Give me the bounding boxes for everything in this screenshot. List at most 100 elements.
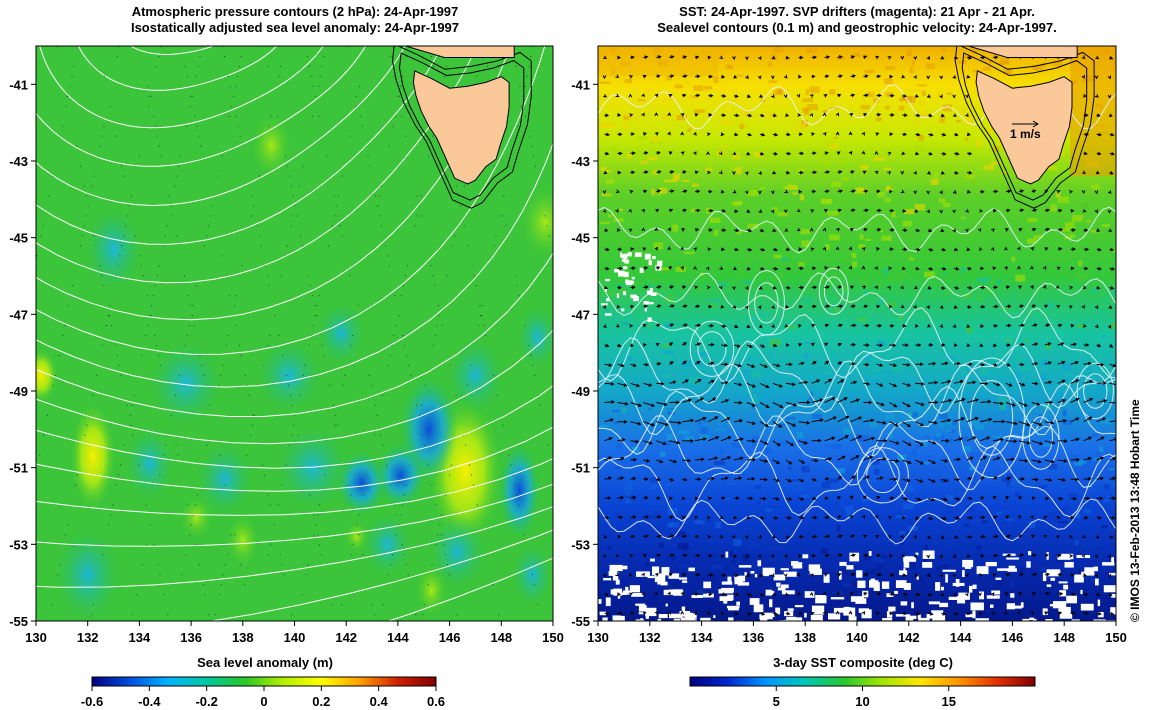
velocity-arrow (656, 459, 664, 464)
sst-pixel (734, 200, 743, 205)
cloud-gap (602, 617, 608, 621)
velocity-arrow (630, 421, 642, 426)
velocity-arrow (1056, 190, 1061, 194)
track-dot (71, 75, 73, 77)
sst-pixel (861, 435, 870, 442)
velocity-arrow (695, 457, 705, 462)
velocity-arrow (1005, 439, 1018, 444)
velocity-arrow (954, 477, 961, 482)
velocity-arrow (798, 361, 805, 366)
sst-pixel (651, 484, 657, 490)
track-dot (318, 295, 320, 297)
velocity-arrow (771, 55, 776, 60)
track-dot (172, 215, 174, 217)
sst-pixel (601, 197, 606, 200)
sst-pixel (672, 224, 679, 232)
velocity-arrow (811, 438, 822, 443)
track-dot (530, 354, 532, 356)
velocity-arrow (887, 56, 892, 60)
track-dot (224, 564, 226, 566)
sst-pixel (875, 117, 882, 122)
velocity-arrow (835, 131, 840, 136)
velocity-arrow (1031, 572, 1038, 577)
velocity-arrow (941, 438, 950, 443)
sst-pixel (1002, 532, 1008, 536)
velocity-arrow (759, 440, 769, 445)
velocity-arrow (668, 266, 673, 270)
cloud-gap (639, 267, 642, 273)
velocity-arrow (875, 55, 880, 60)
velocity-arrow (1083, 496, 1091, 501)
velocity-arrow (939, 190, 943, 195)
sst-pixel (786, 540, 794, 544)
track-dot (302, 165, 304, 167)
track-dot (301, 594, 303, 596)
velocity-arrow (720, 304, 725, 309)
sst-pixel (1033, 235, 1044, 239)
velocity-arrow (681, 496, 686, 501)
velocity-arrow (837, 379, 845, 384)
velocity-arrow (837, 572, 842, 577)
velocity-arrow (824, 397, 836, 403)
velocity-arrow (668, 94, 673, 98)
velocity-arrow (940, 171, 945, 175)
sst-pixel (1042, 443, 1050, 447)
track-dot (152, 295, 154, 297)
pressure-contour (39, 46, 324, 129)
velocity-arrow (837, 476, 843, 480)
sst-pixel (1047, 464, 1058, 471)
velocity-arrow (733, 611, 739, 616)
velocity-arrow (1096, 436, 1105, 442)
sst-pixel (870, 617, 877, 621)
velocity-arrow (1083, 436, 1093, 442)
track-dot (218, 594, 220, 596)
sst-pixel (892, 604, 901, 610)
track-dot (213, 624, 214, 625)
velocity-arrow (759, 344, 766, 348)
sst-pixel (954, 224, 960, 228)
track-dot (93, 175, 95, 177)
velocity-arrow (643, 477, 649, 482)
velocity-arrow (979, 304, 986, 309)
track-dot (199, 354, 201, 356)
velocity-arrow (1109, 611, 1115, 616)
track-dot (138, 464, 140, 466)
velocity-arrow (694, 378, 702, 384)
velocity-arrow (1057, 611, 1063, 615)
sealevel-eddy (857, 447, 909, 504)
cloud-gap (682, 580, 688, 583)
velocity-arrow (1096, 362, 1105, 367)
sst-pixel (865, 356, 872, 361)
velocity-arrow (927, 286, 932, 290)
sst-pixel (769, 339, 781, 347)
track-dot (544, 215, 546, 217)
cloud-gap (786, 616, 797, 621)
cloud-gap (604, 288, 607, 292)
sst-pixel (714, 230, 718, 236)
velocity-arrow (604, 266, 610, 271)
velocity-arrow (966, 456, 974, 461)
velocity-arrow (928, 478, 936, 483)
track-dot (69, 85, 71, 87)
velocity-arrow (875, 611, 880, 616)
sst-pixel (675, 266, 686, 272)
sst-pixel (606, 122, 616, 128)
velocity-arrow (720, 417, 731, 423)
velocity-arrow (641, 208, 646, 213)
track-dot (532, 364, 534, 366)
track-dot (369, 165, 371, 167)
cloud-gap (903, 583, 911, 590)
sst-pixel (959, 607, 971, 613)
track-dot (434, 285, 436, 287)
sst-pixel (627, 356, 633, 361)
track-dot (435, 504, 437, 506)
track-dot (431, 484, 433, 486)
right-panel-title: SST: 24-Apr-1997. SVP drifters (magenta)… (598, 4, 1116, 36)
sst-pixel (708, 162, 713, 169)
sst-pixel (946, 438, 954, 444)
sst-pixel (713, 76, 719, 84)
track-dot (148, 105, 150, 107)
velocity-arrow (758, 535, 763, 539)
sst-pixel (910, 89, 921, 93)
track-dot (39, 454, 41, 456)
